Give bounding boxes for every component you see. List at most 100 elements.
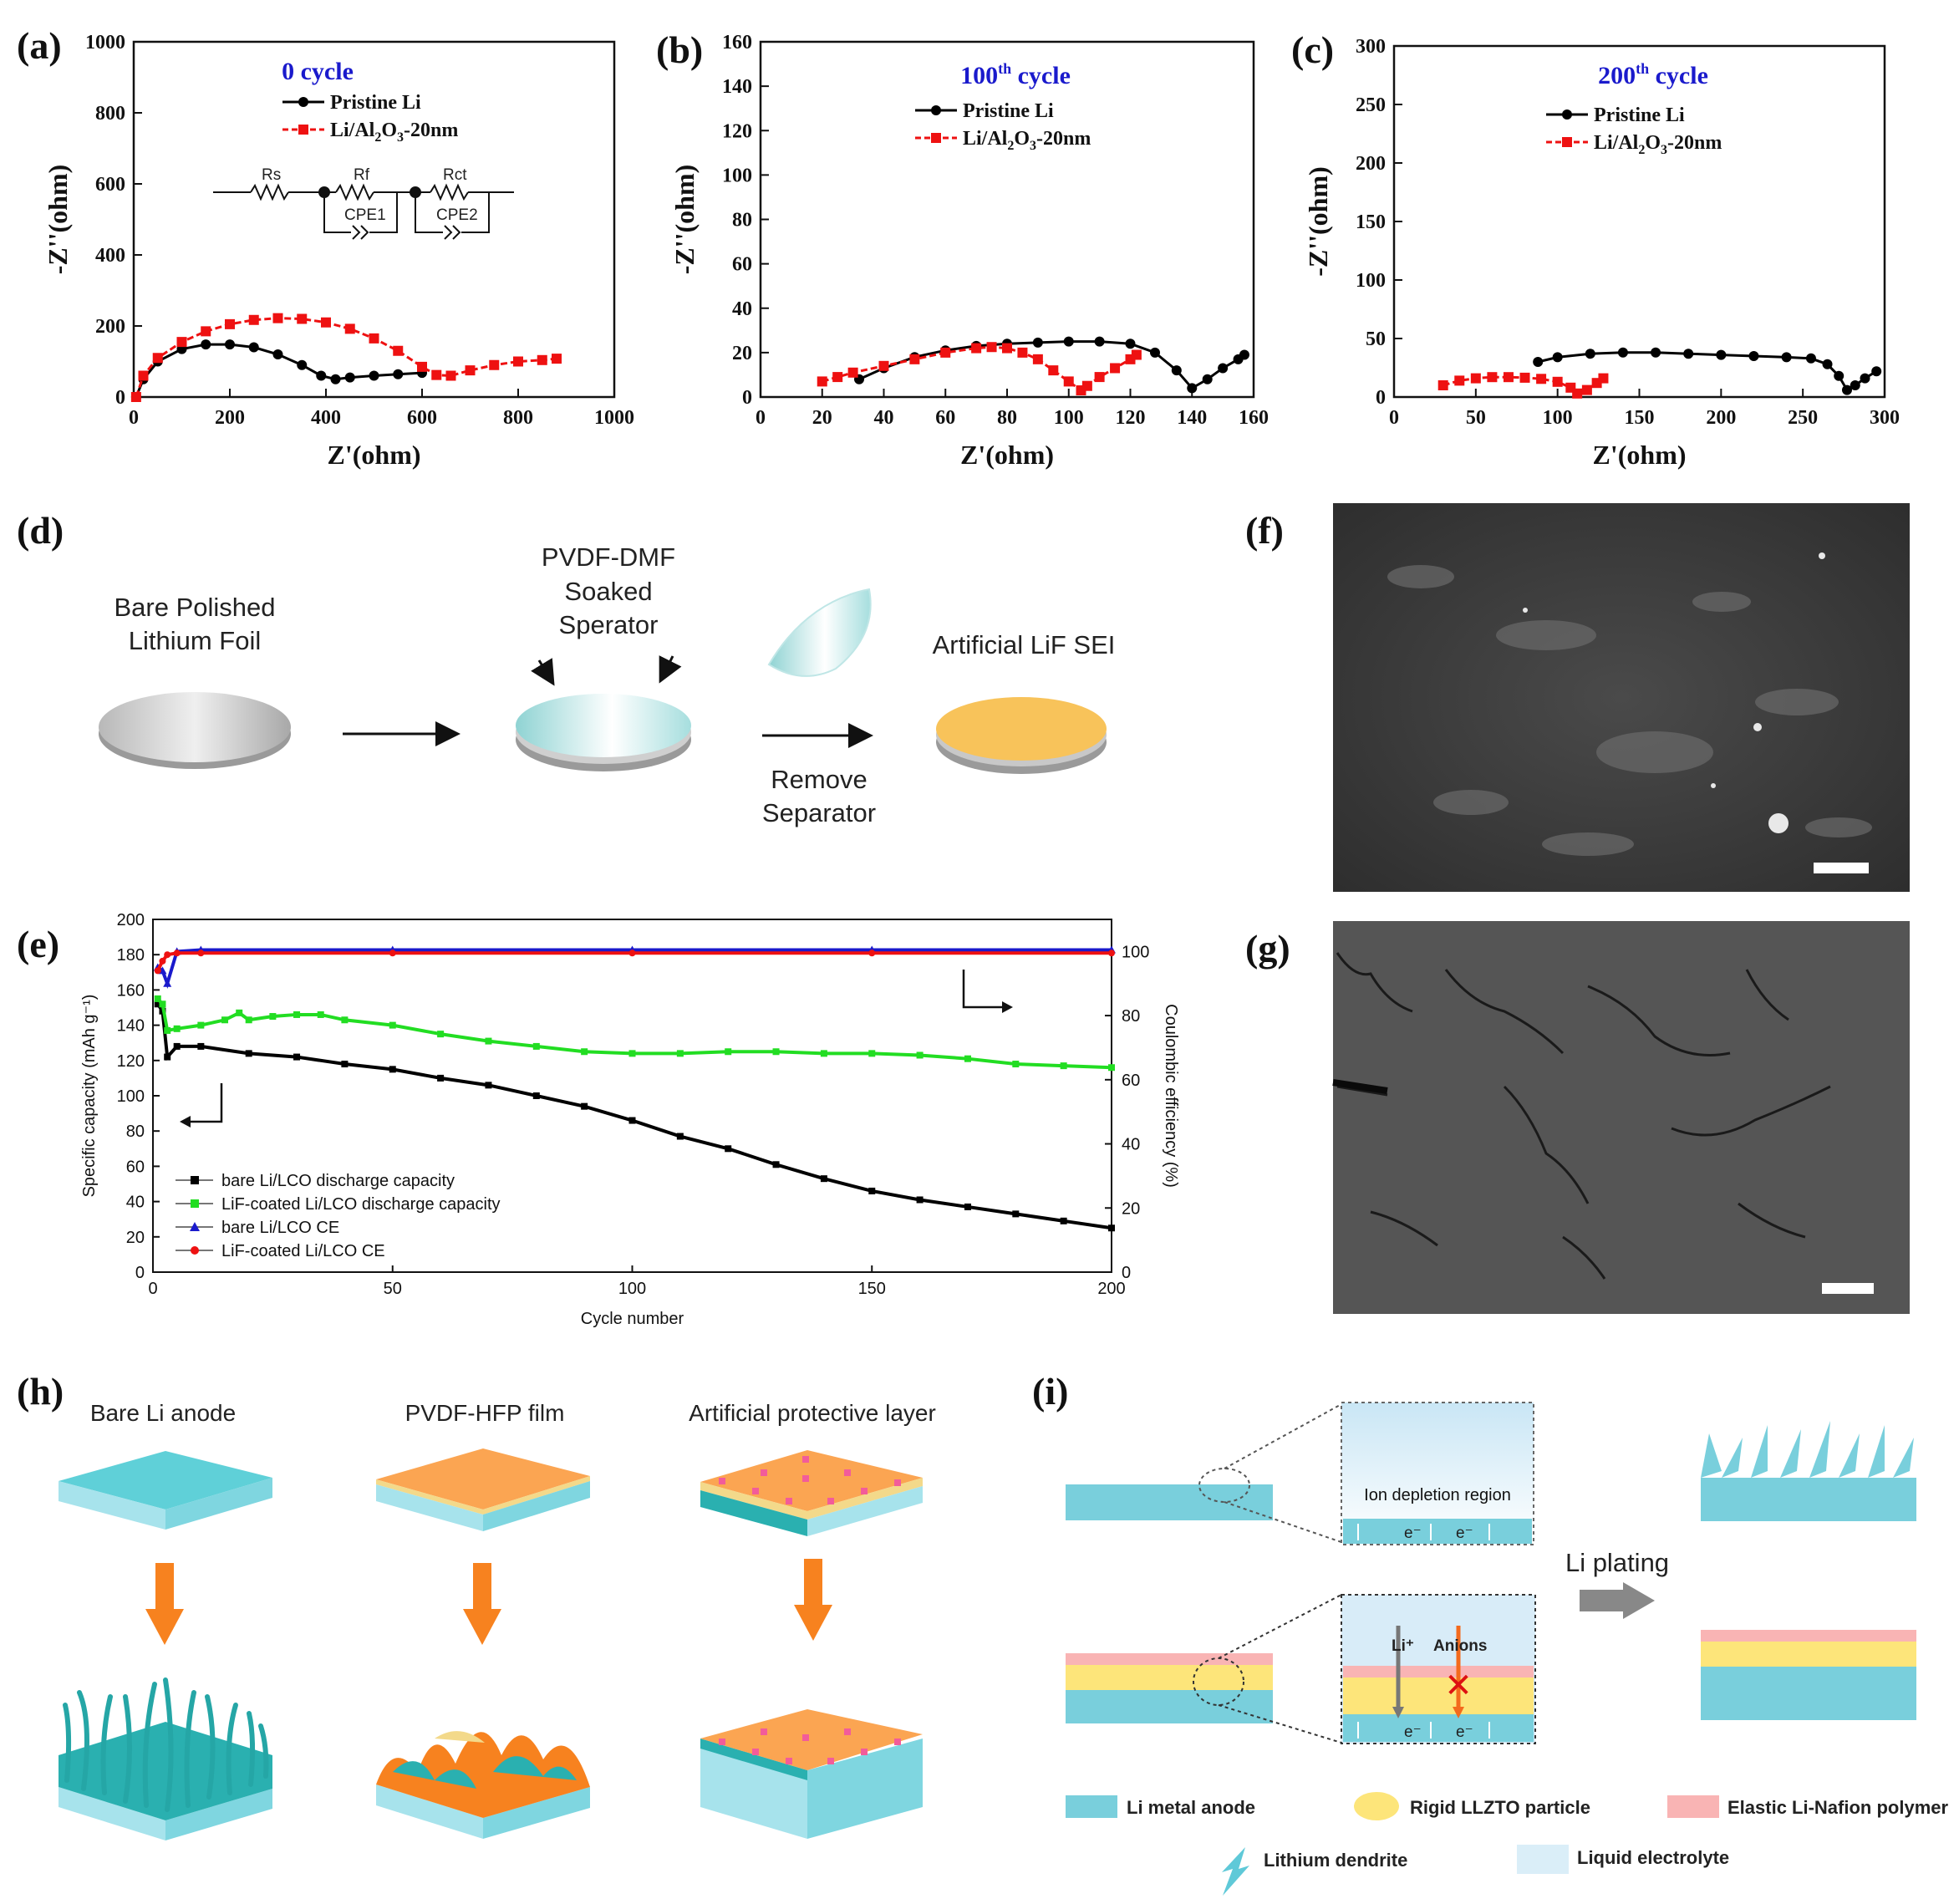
data-point — [245, 1016, 252, 1024]
data-point — [847, 367, 858, 378]
data-point — [152, 353, 163, 364]
data-point — [964, 1203, 971, 1210]
d-label-lif: Artificial LiF SEI — [933, 630, 1116, 659]
data-point — [1552, 352, 1563, 363]
y-tick-label: 60 — [732, 254, 752, 276]
data-point — [445, 370, 456, 381]
y-tick-label: 0 — [1376, 387, 1386, 409]
data-point — [293, 1053, 301, 1061]
y2-tick-label: 20 — [1122, 1199, 1140, 1218]
data-point — [297, 359, 308, 370]
data-point — [725, 1145, 732, 1153]
data-point — [173, 1042, 181, 1050]
x-tick-label: 0 — [129, 407, 139, 429]
data-point — [176, 337, 187, 348]
data-point — [317, 1011, 324, 1018]
y-tick-label: 40 — [126, 1194, 145, 1212]
y-tick-label: 400 — [95, 245, 125, 267]
data-point — [1519, 372, 1530, 383]
series-line — [858, 340, 1245, 390]
panel-label-b: (b) — [656, 28, 703, 71]
peeled-separator — [767, 588, 872, 677]
data-point — [1110, 363, 1121, 374]
data-point — [225, 339, 235, 350]
li-ion-label: Li⁺ — [1392, 1637, 1414, 1655]
data-point — [1841, 384, 1852, 395]
panel-label-g: (g) — [1245, 927, 1290, 970]
legend-electrolyte: Liquid electrolyte — [1577, 1847, 1729, 1868]
i-legend — [1066, 1792, 1719, 1896]
data-point — [1552, 376, 1563, 387]
x-tick-label: 160 — [1239, 407, 1269, 429]
data-point — [1585, 349, 1595, 359]
x-axis-title: Z'(ohm) — [960, 440, 1054, 470]
data-point — [581, 1048, 588, 1056]
anions-label: Anions — [1433, 1637, 1487, 1655]
panel-label-d: (d) — [17, 509, 64, 552]
y2-tick-label: 60 — [1122, 1072, 1140, 1090]
data-point — [164, 951, 171, 959]
legend-marker — [191, 1199, 199, 1208]
data-point — [197, 949, 205, 957]
data-point — [321, 317, 331, 328]
data-point — [154, 967, 161, 975]
data-point — [1012, 1210, 1020, 1218]
i-protected-box: ✕ — [1341, 1594, 1536, 1744]
left-axis-arrow — [182, 1083, 223, 1123]
data-point — [964, 1055, 971, 1062]
i-smooth-result — [1701, 1630, 1916, 1720]
data-point — [1239, 349, 1249, 360]
y-tick-label: 600 — [95, 174, 125, 196]
data-point — [628, 1050, 636, 1057]
data-point — [817, 376, 827, 387]
data-point — [1487, 372, 1498, 383]
x-tick-label: 140 — [1177, 407, 1207, 429]
data-point — [389, 1021, 396, 1029]
data-point — [1094, 336, 1105, 347]
data-point — [225, 318, 235, 329]
legend-label: bare Li/LCO discharge capacity — [221, 1172, 455, 1190]
series-line — [155, 951, 1112, 972]
y-tick-label: 160 — [722, 32, 752, 53]
chart-b-legend: Pristine Li Li/Al2O3-20nm — [915, 100, 1091, 153]
panel-label-h: (h) — [17, 1370, 64, 1413]
data-point — [197, 1021, 205, 1029]
data-point — [1683, 349, 1694, 359]
panel-label-c: (c) — [1291, 28, 1334, 71]
eis-chart-100th-cycle: 0 20 40 60 80 100 120 140 160 0 20 40 60 80 100 120 140 1… — [669, 32, 1269, 470]
data-point — [154, 995, 161, 1002]
x-tick-label: 40 — [874, 407, 894, 429]
data-point — [909, 354, 920, 364]
data-point — [431, 369, 442, 380]
h-title-pvdf: PVDF-HFP film — [405, 1400, 565, 1426]
y-tick-label: 300 — [1356, 36, 1386, 58]
data-point — [1454, 375, 1465, 386]
data-point — [1150, 347, 1160, 358]
x-tick-label: 600 — [407, 407, 437, 429]
data-point — [1002, 343, 1012, 354]
legend-pristine: Pristine Li — [963, 100, 1054, 122]
data-point — [344, 372, 355, 383]
data-point — [164, 1026, 171, 1034]
x-tick-label: 120 — [1116, 407, 1146, 429]
data-point — [389, 949, 396, 957]
data-point — [369, 333, 379, 344]
y-tick-label: 800 — [95, 103, 125, 125]
legend-swatch-llzto — [1354, 1792, 1399, 1820]
legend-swatch-dendrite — [1222, 1847, 1249, 1896]
x-tick-label: 800 — [503, 407, 533, 429]
data-point — [1081, 380, 1092, 391]
data-point — [1651, 347, 1661, 358]
data-point — [1572, 388, 1583, 399]
data-point — [1202, 374, 1213, 384]
d-label-remove-1: Remove — [771, 765, 867, 794]
y-tick-label: 80 — [732, 210, 752, 232]
i-ion-depletion-box — [1341, 1402, 1534, 1545]
legend-coated: Li/Al2O3-20nm — [330, 120, 458, 145]
data-point — [341, 1016, 349, 1024]
d-label-sep-1: PVDF-DMF — [542, 542, 675, 572]
equivalent-circuit — [213, 183, 514, 240]
data-point — [163, 979, 172, 987]
data-point — [1716, 349, 1727, 360]
